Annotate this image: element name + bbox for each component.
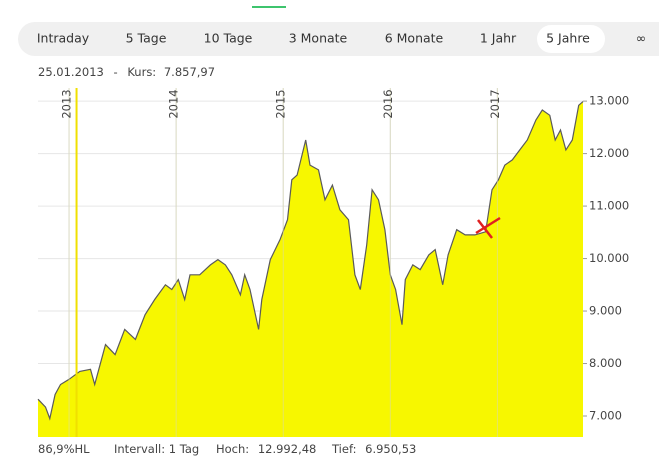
y-tick-label: 8.000 [589,356,622,370]
footer-low-label: Tief: [331,442,356,456]
footer-low: 6.950,53 [365,442,416,456]
tab[interactable]: 10 Tage [204,31,253,46]
line [37,101,584,421]
annotation-stroke [477,219,493,239]
footer: 86,9%HL Intervall: 1 Tag Hoch: 12.992,48… [38,442,416,456]
tab[interactable]: 1 Jahr [480,31,517,46]
tab[interactable]: 6 Monate [385,31,444,46]
tab-bar [18,22,659,56]
annotation-x [475,216,501,239]
x-tick-label: 2014 [167,89,181,118]
tab[interactable]: 3 Monate [289,31,348,46]
header-date: 25.01.2013 [38,65,104,79]
selected-tab-bg [537,25,605,53]
y-tick-label: 7.000 [589,409,622,423]
header: 25.01.2013 - Kurs: 7.857,97 [38,65,215,79]
footer-interval: Intervall: 1 Tag [114,442,199,456]
tab[interactable]: 5 Jahre [546,31,590,46]
header-separator: - [114,65,118,79]
tab[interactable]: Intraday [37,31,90,46]
x-tick-label: 2017 [488,89,502,118]
footer-range: 86,9%HL [38,442,90,456]
x-tick-label: 2015 [274,89,288,118]
y-tick-label: 11.000 [589,199,629,213]
area [38,101,583,437]
footer-high-label: Hoch: [216,442,249,456]
x-tick-label: 2013 [60,89,74,118]
tab[interactable]: 5 Tage [126,31,167,46]
y-tick-label: 9.000 [589,304,622,318]
x-tick-label: 2016 [381,89,395,118]
header-label: Kurs: [127,65,156,79]
header-value: 7.857,97 [164,65,215,79]
y-tick-label: 13.000 [589,94,629,108]
y-tick-label: 12.000 [589,146,629,160]
annotation-stroke [475,216,501,235]
footer-high: 12.992,48 [258,442,317,456]
tab[interactable]: ∞ [636,31,646,46]
y-tick-label: 10.000 [589,251,629,265]
